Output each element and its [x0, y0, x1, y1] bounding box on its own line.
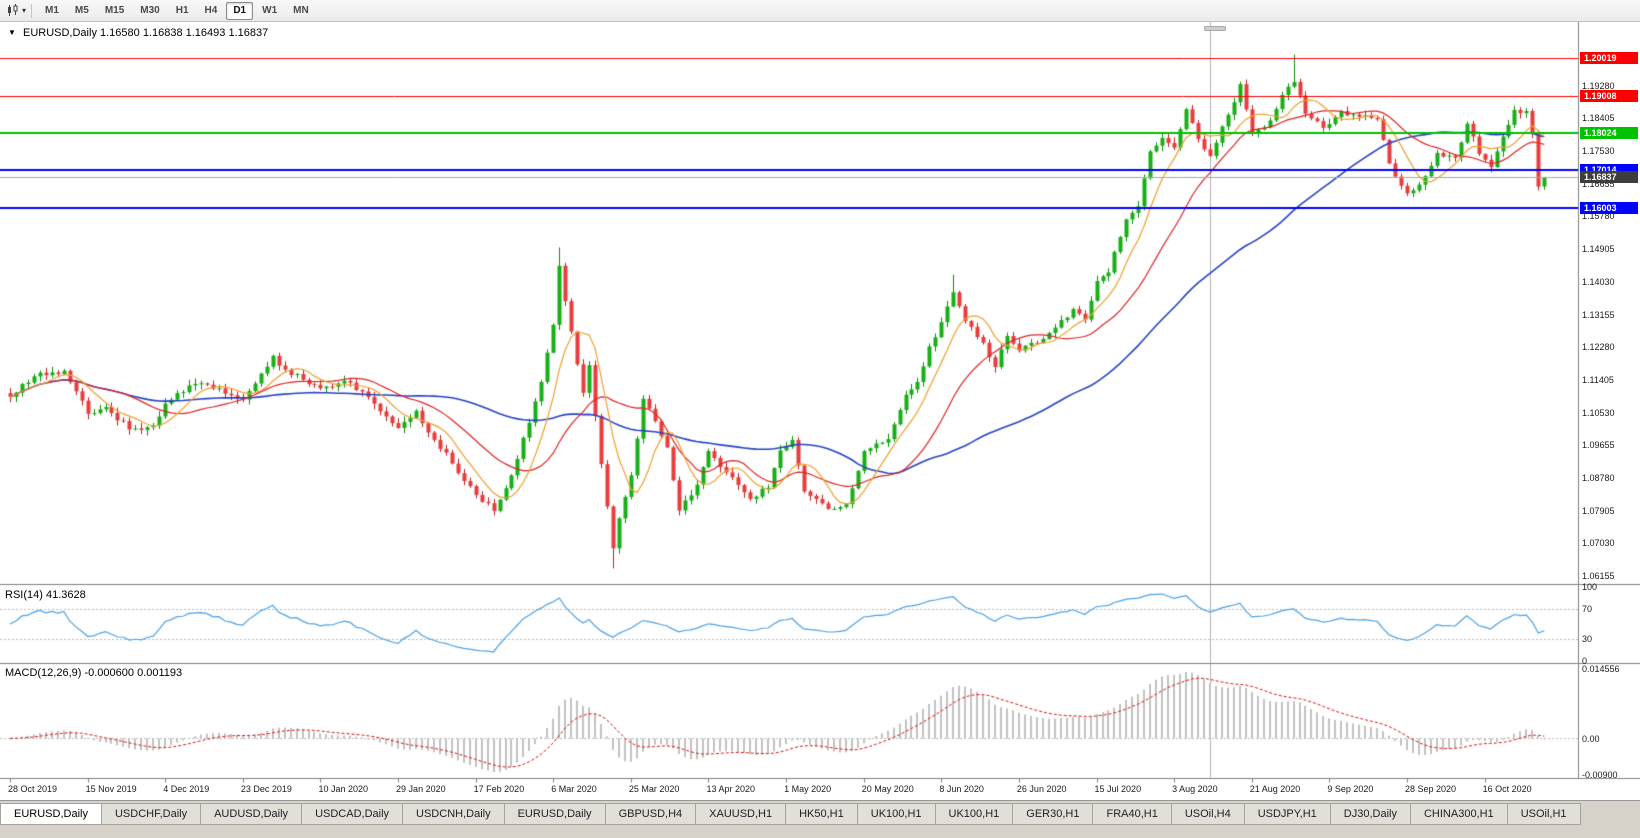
chart-tab-ger30-h1[interactable]: GER30,H1 [1013, 803, 1094, 825]
toolbar-separator [31, 3, 33, 18]
price-chart-canvas[interactable] [0, 22, 1640, 800]
chart-tab-china300-h1[interactable]: CHINA300,H1 [1410, 803, 1508, 825]
chart-tab-uk100-h1[interactable]: UK100,H1 [857, 803, 936, 825]
timeframe-button-w1[interactable]: W1 [262, 4, 278, 16]
timeframe-button-h4[interactable]: H4 [204, 4, 218, 16]
chart-area: ▼ EURUSD,Daily 1.16580 1.16838 1.16493 1… [0, 22, 1640, 800]
chart-tab-usoil-h1[interactable]: USOil,H1 [1507, 803, 1581, 825]
chart-tab-usdcad-daily[interactable]: USDCAD,Daily [302, 803, 404, 825]
chart-tab-eurusd-daily[interactable]: EURUSD,Daily [0, 803, 102, 825]
timeframe-button-m15[interactable]: M15 [104, 4, 125, 16]
timeframe-button-m30[interactable]: M30 [140, 4, 160, 16]
timeframe-toolbar: ▾ M1 M5 M15 M30 H1 H4 D1 W1 MN [0, 0, 1640, 22]
chart-tab-usoil-h4[interactable]: USOil,H4 [1171, 803, 1245, 825]
chart-scroll-thumb[interactable] [1204, 26, 1226, 31]
chart-type-dropdown-icon[interactable]: ▾ [22, 5, 27, 15]
chart-tab-usdchf-daily[interactable]: USDCHF,Daily [101, 803, 202, 825]
chart-tab-usdjpy-h1[interactable]: USDJPY,H1 [1244, 803, 1331, 825]
chart-tab-dj30-daily[interactable]: DJ30,Daily [1330, 803, 1411, 825]
timeframe-button-group: M1 M5 M15 M30 H1 H4 D1 W1 MN [38, 1, 318, 20]
chart-tab-eurusd-daily[interactable]: EURUSD,Daily [504, 803, 606, 825]
timeframe-button-h1[interactable]: H1 [175, 4, 189, 16]
chart-tab-audusd-daily[interactable]: AUDUSD,Daily [201, 803, 303, 825]
chart-tab-xauusd-h1[interactable]: XAUUSD,H1 [696, 803, 787, 825]
timeframe-button-m5[interactable]: M5 [74, 4, 89, 16]
chart-tab-gbpusd-h4[interactable]: GBPUSD,H4 [605, 803, 697, 825]
chart-tab-usdcnh-daily[interactable]: USDCNH,Daily [403, 803, 505, 825]
timeframe-button-d1[interactable]: D1 [226, 1, 254, 20]
chart-tab-fra40-h1[interactable]: FRA40,H1 [1093, 803, 1172, 825]
candlestick-chart-icon[interactable] [6, 4, 20, 17]
chart-tab-uk100-h1[interactable]: UK100,H1 [935, 803, 1014, 825]
chart-tabs-bar: EURUSD,Daily USDCHF,Daily AUDUSD,Daily USDC… [0, 800, 1640, 838]
timeframe-button-mn[interactable]: MN [293, 4, 309, 16]
timeframe-button-m1[interactable]: M1 [45, 4, 59, 16]
chart-tab-hk50-h1[interactable]: HK50,H1 [786, 803, 858, 825]
